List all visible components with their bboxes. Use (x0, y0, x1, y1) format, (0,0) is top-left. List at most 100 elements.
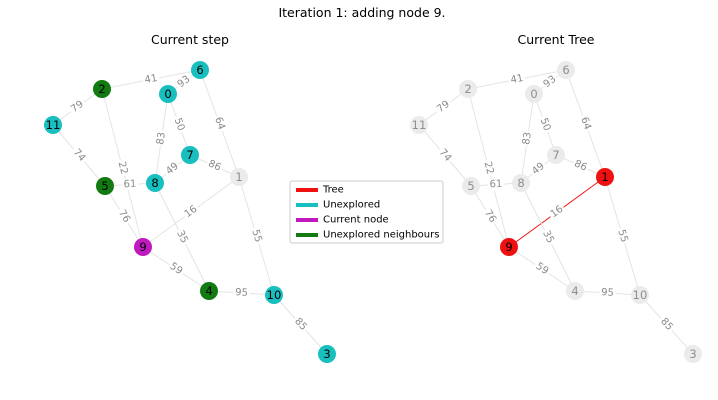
edge-weight-2-11: 79 (435, 99, 452, 115)
node-5 (96, 177, 114, 195)
edge-weight-2-9: 22 (116, 160, 130, 175)
node-8 (512, 174, 530, 192)
node-label-2: 2 (98, 82, 105, 96)
node-label-0: 0 (530, 87, 537, 101)
node-11 (410, 116, 428, 134)
edge-weight-bg (480, 206, 500, 227)
edge-weight-bg (539, 227, 557, 247)
edge-weight-bg (166, 259, 186, 279)
node-2 (93, 80, 111, 98)
node-label-6: 6 (196, 63, 203, 77)
edge-weight-bg (508, 72, 526, 87)
edge-weight-2-11: 79 (69, 99, 86, 115)
node-label-8: 8 (517, 176, 524, 190)
node-10 (265, 286, 283, 304)
node-label-10: 10 (267, 288, 282, 302)
edge-weight-bg (540, 72, 560, 92)
edge-weight-11-5: 74 (71, 147, 88, 164)
edge-weight-1-10: 55 (615, 228, 629, 243)
node-label-2: 2 (464, 82, 471, 96)
edge-weight-bg (599, 286, 616, 300)
node-8 (146, 174, 164, 192)
node-2 (459, 80, 477, 98)
node-0 (525, 85, 543, 103)
nodes: 0 1 2 3 4 5 6 7 8 9 10 11 (410, 61, 702, 363)
edge-weight-bg (290, 314, 311, 335)
node-7 (181, 146, 199, 164)
edge-weight-0-7: 50 (538, 117, 553, 133)
edge-weight-bg (170, 114, 188, 135)
legend-frame (289, 180, 444, 244)
edge-weight-6-1: 64 (578, 116, 593, 132)
edge-weight-bg (121, 178, 139, 191)
node-label-5: 5 (101, 179, 108, 193)
legend: Tree Unexplored Current node Unexplored … (289, 180, 444, 244)
edge-weight-7-1: 86 (206, 158, 222, 173)
legend-label-tree: Tree (322, 185, 344, 196)
node-label-0: 0 (164, 87, 171, 101)
edge-weight-bg (162, 159, 183, 179)
edge-weight-bg (577, 113, 594, 134)
edge-weight-bg (520, 129, 535, 148)
node-label-3: 3 (323, 347, 330, 361)
edge-weight-bg (487, 178, 505, 191)
node-label-11: 11 (412, 118, 427, 132)
node-label-7: 7 (552, 148, 559, 162)
edge-weight-9-4: 59 (534, 261, 551, 277)
nodes: 0 1 2 3 4 5 6 7 8 9 10 11 (44, 61, 336, 363)
node-10 (631, 286, 649, 304)
edge-weight-7-1: 86 (572, 158, 588, 173)
edge-weight-9-1: 16 (183, 204, 200, 220)
node-4 (566, 282, 584, 300)
node-11 (44, 116, 62, 134)
edge-weight-11-5: 74 (437, 147, 454, 164)
legend-label-current-node: Current node (323, 215, 389, 226)
edge-weight-bg (142, 72, 160, 87)
edge-weight-bg (480, 158, 497, 178)
node-3 (318, 345, 336, 363)
node-label-1: 1 (601, 170, 608, 184)
panel-title-current-step: Current step (151, 32, 229, 47)
edge-weight-bg (435, 145, 455, 166)
edge-weight-9-4: 59 (168, 261, 185, 277)
edge-weight-bg (614, 226, 631, 246)
edge-weight-5-8: 61 (123, 179, 136, 191)
node-label-7: 7 (186, 148, 193, 162)
edge-weight-bg (433, 97, 454, 117)
node-label-11: 11 (46, 118, 61, 132)
edge-weight-bg (114, 158, 131, 178)
edge-weight-0-8: 83 (521, 131, 534, 145)
edge-weight-5-8: 61 (489, 179, 502, 191)
edge-weight-bg (173, 227, 191, 247)
node-label-4: 4 (571, 284, 578, 298)
edge-weight-6-1: 64 (212, 116, 227, 132)
node-label-10: 10 (633, 288, 648, 302)
node-1 (596, 168, 614, 186)
figure-title: Iteration 1: adding node 9. (278, 5, 445, 20)
edge-weight-bg (233, 286, 250, 300)
node-6 (557, 61, 575, 79)
edge-weight-8-4: 35 (174, 229, 190, 245)
node-label-1: 1 (235, 170, 242, 184)
edge-weight-0-8: 83 (155, 131, 168, 145)
edge-weight-bg (154, 129, 169, 148)
edge-weight-0-6: 93 (176, 74, 193, 90)
edge-weight-bg (174, 72, 194, 92)
panel-title-current-tree: Current Tree (518, 32, 595, 47)
edge-weight-bg (211, 113, 228, 134)
edge-weight-bg (67, 97, 88, 117)
edge-weight-4-10: 95 (235, 287, 248, 299)
edge-weight-7-8: 49 (164, 161, 181, 178)
edge-weight-2-6: 41 (510, 73, 525, 86)
node-label-4: 4 (205, 284, 212, 298)
node-label-8: 8 (151, 176, 158, 190)
node-3 (684, 345, 702, 363)
edge-weight-bg (181, 202, 201, 222)
node-6 (191, 61, 209, 79)
node-0 (159, 85, 177, 103)
node-5 (462, 177, 480, 195)
